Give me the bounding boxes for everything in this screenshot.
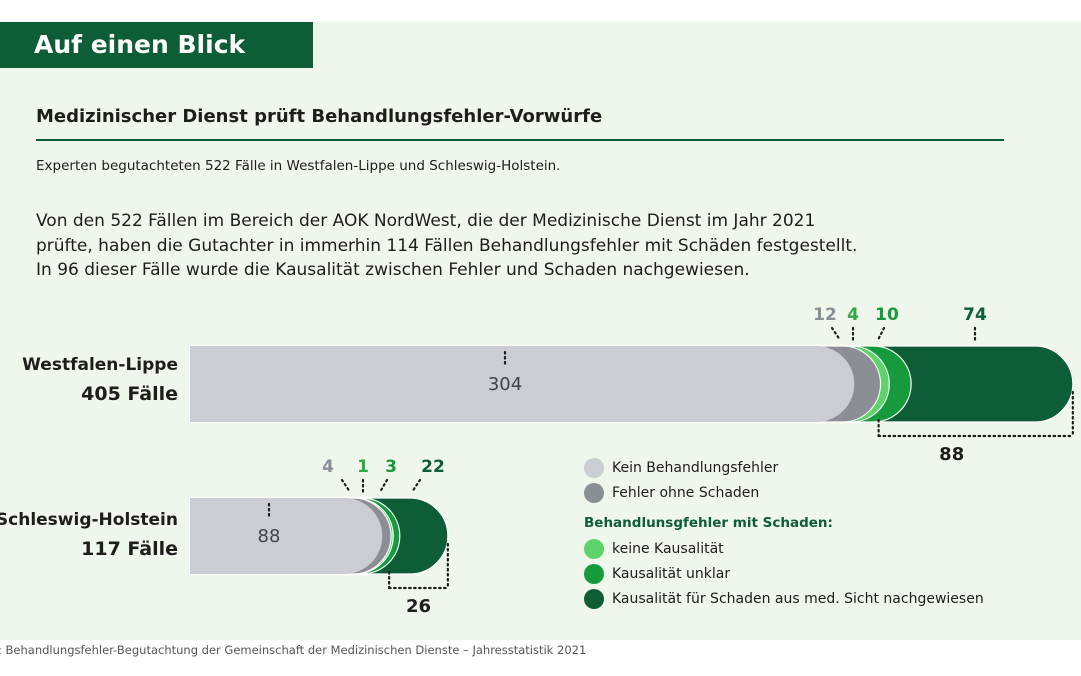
stacked-bar-chart: Westfalen-Lippe 405 Fälle 304 12 4 10 74 88 Schl… [0,305,1074,617]
legend-group-title: Behandlunsgfehler mit Schaden: [584,515,833,531]
row-total: 117 Fälle [81,538,178,560]
data-label: 1 [357,457,369,477]
label-leader [340,478,352,494]
chart-panel [0,22,1081,640]
title-divider [36,139,1004,141]
label-leader [876,326,886,342]
data-label: 4 [322,457,334,477]
legend-label: Kausalität für Schaden aus med. Sicht na… [612,591,984,607]
row-label: Schleswig-Holstein [0,510,178,530]
row-total: 405 Fälle [81,383,178,405]
intro-line-3: In 96 dieser Fälle wurde die Kausalität … [36,260,750,280]
data-label: 304 [488,374,522,395]
intro-line-2: prüfte, haben die Gutachter in immerhin … [36,235,858,256]
data-label: 88 [258,526,281,547]
legend-swatch [584,564,604,584]
label-leader [410,478,422,494]
label-leader [830,326,842,342]
data-label: 10 [875,305,899,325]
legend-swatch [584,483,604,503]
bracket-total: 88 [939,444,964,465]
data-label: 4 [847,305,859,325]
data-label: 22 [421,457,445,477]
bar-segment [190,346,855,422]
legend-label: Fehler ohne Schaden [612,485,760,501]
bracket-total: 26 [406,596,431,617]
bar-segment [190,498,383,574]
legend-label: Kein Behandlungsfehler [612,460,779,476]
legend-swatch [584,458,604,478]
legend-swatch [584,539,604,559]
intro-line-1: Von den 522 Fällen im Bereich der AOK No… [36,211,816,231]
legend-swatch [584,589,604,609]
row-label: Westfalen-Lippe [22,355,178,375]
legend-label: Kausalität unklar [612,566,731,582]
section-tag: Auf einen Blick [0,22,313,68]
chart-subtitle: Experten begutachteten 522 Fälle in West… [36,158,561,174]
data-label: 74 [963,305,987,325]
intro-text: Von den 522 Fällen im Bereich der AOK No… [36,209,996,283]
legend-label: keine Kausalität [612,541,724,557]
source-note: : Behandlungsfehler-Begutachtung der Gem… [0,643,587,657]
data-label: 3 [385,457,397,477]
label-leader [378,478,389,494]
chart-title: Medizinischer Dienst prüft Behandlungsfe… [36,106,603,127]
data-label: 12 [813,305,837,325]
